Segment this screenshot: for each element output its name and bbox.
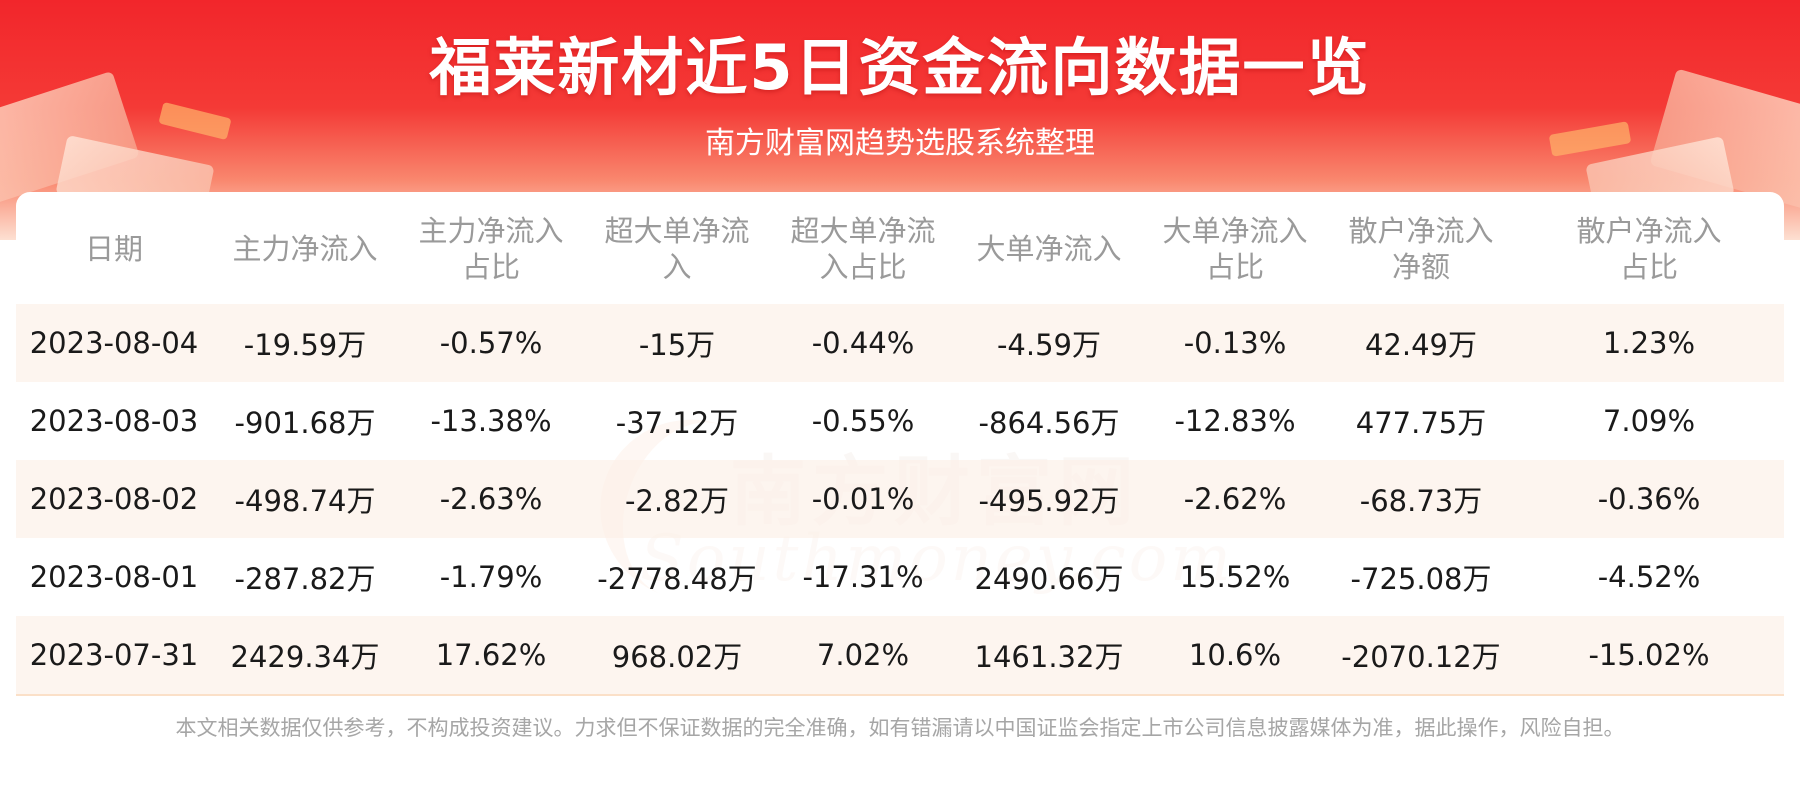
date-cell: 2023-08-02 [16,460,212,538]
table-body: 2023-08-04 -19.59万 -0.57% -15万 -0.44% -4.59万 -… [16,304,1784,694]
value-cell: -0.57% [398,304,584,382]
date-cell: 2023-08-03 [16,382,212,460]
date-cell: 2023-08-04 [16,304,212,382]
value-cell: 42.49万 [1328,304,1514,382]
column-header: 散户净流入 净额 [1348,214,1494,284]
value-cell: -864.56万 [956,382,1142,460]
value-cell: -15.02% [1514,616,1784,694]
value-cell: 7.09% [1514,382,1784,460]
value-cell: -68.73万 [1328,460,1514,538]
value-cell: -19.59万 [212,304,398,382]
disclaimer-text: 本文相关数据仅供参考，不构成投资建议。力求但不保证数据的完全准确，如有错漏请以中… [175,716,1625,740]
table-row: 2023-08-02 -498.74万 -2.63% -2.82万 -0.01% -495… [16,460,1784,538]
value-cell: 7.02% [770,616,956,694]
table-row: 2023-08-04 -19.59万 -0.57% -15万 -0.44% -4.59万 -… [16,304,1784,382]
value-cell: -2778.48万 [584,538,770,616]
page-title: 福莱新材近5日资金流向数据一览 [429,31,1371,104]
value-cell: -37.12万 [584,382,770,460]
table-row: 2023-08-03 -901.68万 -13.38% -37.12万 -0.55% -8… [16,382,1784,460]
table-row: 2023-08-01 -287.82万 -1.79% -2778.48万 -17.31%… [16,538,1784,616]
value-cell: -901.68万 [212,382,398,460]
value-cell: -0.13% [1142,304,1328,382]
value-cell: 2490.66万 [956,538,1142,616]
value-cell: 10.6% [1142,616,1328,694]
value-cell: -0.55% [770,382,956,460]
value-cell: 968.02万 [584,616,770,694]
column-header: 超大单净流 入占比 [790,214,936,284]
value-cell: 15.52% [1142,538,1328,616]
value-cell: 2429.34万 [212,616,398,694]
value-cell: -0.44% [770,304,956,382]
value-cell: -13.38% [398,382,584,460]
column-header: 大单净流入 [976,232,1122,266]
value-cell: -498.74万 [212,460,398,538]
page-subtitle: 南方财富网趋势选股系统整理 [705,126,1095,161]
column-header: 超大单净流入 [604,214,750,284]
date-cell: 2023-07-31 [16,616,212,694]
value-cell: -1.79% [398,538,584,616]
column-header: 日期 [84,232,143,266]
value-cell: -725.08万 [1328,538,1514,616]
value-cell: -495.92万 [956,460,1142,538]
value-cell: -15万 [584,304,770,382]
value-cell: -2.63% [398,460,584,538]
value-cell: -4.59万 [956,304,1142,382]
column-header: 主力净流入 占比 [418,214,564,284]
column-header: 大单净流入 占比 [1162,214,1308,284]
date-cell: 2023-08-01 [16,538,212,616]
value-cell: 477.75万 [1328,382,1514,460]
value-cell: -287.82万 [212,538,398,616]
value-cell: -2070.12万 [1328,616,1514,694]
value-cell: -4.52% [1514,538,1784,616]
table-row: 2023-07-31 2429.34万 17.62% 968.02万 7.02% 1461… [16,616,1784,694]
column-header: 主力净流入 [232,232,378,266]
value-cell: -17.31% [770,538,956,616]
value-cell: 1.23% [1514,304,1784,382]
value-cell: -0.01% [770,460,956,538]
column-header: 散户净流入 占比 [1576,214,1722,284]
value-cell: 1461.32万 [956,616,1142,694]
table-header-row: 日期 主力净流入 主力净流入 占比 超大单净流入超大单净流 入占比 大单净流入 大单净流入 占比… [16,194,1784,304]
value-cell: -2.62% [1142,460,1328,538]
value-cell: -0.36% [1514,460,1784,538]
divider [16,694,1784,696]
value-cell: -2.82万 [584,460,770,538]
value-cell: -12.83% [1142,382,1328,460]
fund-flow-table: 日期 主力净流入 主力净流入 占比 超大单净流入超大单净流 入占比 大单净流入 大单净流入 占比… [16,194,1784,694]
value-cell: 17.62% [398,616,584,694]
